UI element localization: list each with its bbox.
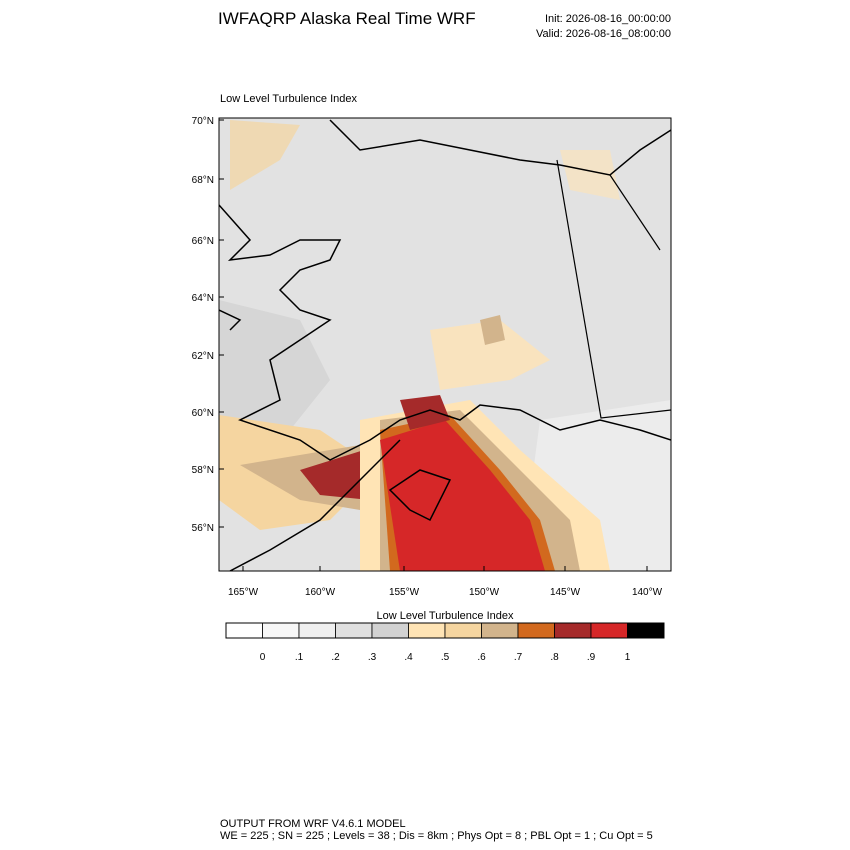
colorbar-label: .2 xyxy=(331,652,340,663)
colorbar-label: 0 xyxy=(260,652,266,663)
colorbar-box xyxy=(444,622,482,639)
colorbar-label: .4 xyxy=(404,652,413,663)
lon-label: 155°W xyxy=(389,587,420,598)
lon-label: 140°W xyxy=(632,587,663,598)
map-title: Low Level Turbulence Index xyxy=(220,93,357,105)
init-time: Init: 2026-08-16_00:00:00 xyxy=(545,13,671,25)
footer-line: WE = 225 ; SN = 225 ; Levels = 38 ; Dis … xyxy=(220,830,653,842)
colorbar-label: .3 xyxy=(368,652,377,663)
colorbar-box xyxy=(517,622,555,639)
colorbar-label: .6 xyxy=(477,652,486,663)
lon-label: 150°W xyxy=(469,587,500,598)
lat-label: 56°N xyxy=(192,523,214,534)
colorbar-box xyxy=(225,622,263,639)
lat-label: 64°N xyxy=(192,293,214,304)
lat-label: 60°N xyxy=(192,408,214,419)
coastline xyxy=(219,119,671,571)
colorbar-box xyxy=(298,622,336,639)
colorbar-label: .7 xyxy=(514,652,523,663)
colorbar-box xyxy=(627,622,665,639)
colorbar-box xyxy=(408,622,446,639)
colorbar-box xyxy=(554,622,592,639)
colorbar-frame xyxy=(225,622,665,639)
valid-time: Valid: 2026-08-16_08:00:00 xyxy=(536,28,671,40)
lat-label: 70°N xyxy=(192,116,214,127)
colorbar-label: 1 xyxy=(625,652,631,663)
colorbar-box xyxy=(262,622,300,639)
colorbar-label: .5 xyxy=(441,652,450,663)
lon-label: 160°W xyxy=(305,587,336,598)
border xyxy=(556,159,672,419)
colorbar-title: Low Level Turbulence Index xyxy=(377,610,514,622)
lon-label: 145°W xyxy=(550,587,581,598)
colorbar-box xyxy=(590,622,628,639)
colorbar-label: .9 xyxy=(587,652,596,663)
map-frame xyxy=(218,117,672,572)
colorbar-label: .8 xyxy=(550,652,559,663)
colorbar-box xyxy=(371,622,409,639)
lat-label: 62°N xyxy=(192,351,214,362)
lat-label: 68°N xyxy=(192,175,214,186)
colorbar-box xyxy=(481,622,519,639)
map-field xyxy=(219,118,671,571)
footer-line: OUTPUT FROM WRF V4.6.1 MODEL xyxy=(220,818,406,830)
colorbar-box xyxy=(335,622,373,639)
colorbar-label: .1 xyxy=(295,652,304,663)
lon-label: 165°W xyxy=(228,587,259,598)
lat-label: 58°N xyxy=(192,465,214,476)
lat-label: 66°N xyxy=(192,236,214,247)
figure-title: IWFAQRP Alaska Real Time WRF xyxy=(218,9,476,28)
colorbar xyxy=(225,622,665,639)
